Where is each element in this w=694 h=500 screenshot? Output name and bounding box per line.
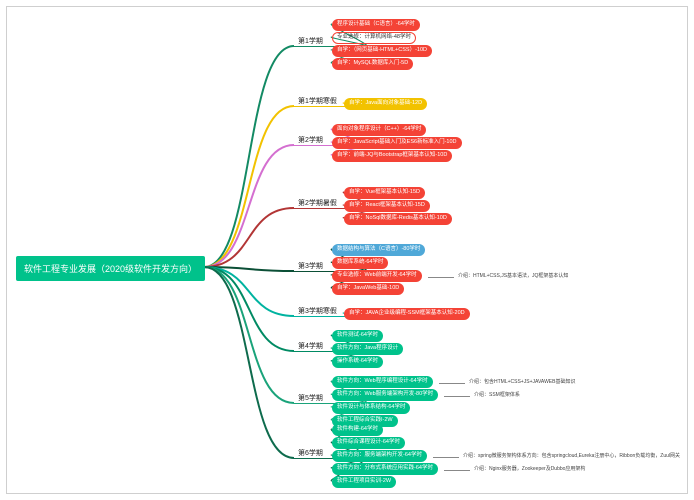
- leaf-node[interactable]: 软件方向：Web服务端架构开发-80学时: [332, 389, 438, 401]
- leaf-node[interactable]: 自学：JavaScript基础入门及ES6新标准入门-10D: [332, 137, 462, 149]
- semester-label[interactable]: 第1学期寒假: [298, 96, 337, 106]
- leaf-node[interactable]: 数据结构与算法（C语言）-80学时: [332, 244, 425, 256]
- annotation-rule: [444, 470, 470, 471]
- leaf-node[interactable]: 自学：NoSql数据库-Redis基本认知-10D: [344, 213, 452, 225]
- leaf-node[interactable]: 自学：Vue框架基本认知-15D: [344, 187, 425, 199]
- leaf-node[interactable]: 软件方向：分布式系统应用实践-64学时: [332, 463, 438, 475]
- leaf-node[interactable]: 软件方向：Java程序设计: [332, 343, 403, 355]
- leaf-node[interactable]: 操作系统-64学时: [332, 356, 383, 368]
- leaf-node[interactable]: 自学：React框架基本认知-15D: [344, 200, 430, 212]
- semester-label[interactable]: 第5学期: [298, 393, 323, 403]
- leaf-node[interactable]: 软件方向：Web程序编程设计-64学时: [332, 376, 433, 388]
- semester-label[interactable]: 第2学期: [298, 135, 323, 145]
- leaf-node[interactable]: 软件设计与体系结构-64学时: [332, 402, 410, 414]
- annotation-rule: [439, 383, 465, 384]
- semester-label[interactable]: 第3学期寒假: [298, 306, 337, 316]
- leaf-node[interactable]: 软件构建-64学时: [332, 424, 383, 436]
- leaf-node[interactable]: 自学：JAVA企业级编程-SSM框架基本认知-20D: [344, 308, 470, 320]
- leaf-node[interactable]: 自学：Java面向对象基础-12D: [344, 98, 427, 110]
- leaf-node[interactable]: 自学：MySQL数据库入门-5D: [332, 58, 413, 70]
- leaf-node[interactable]: 自学：（网页基础-HTML+CSS）-10D: [332, 45, 432, 57]
- leaf-node[interactable]: 数据库系统-64学时: [332, 257, 388, 269]
- leaf-node[interactable]: 软件测试-64学时: [332, 330, 383, 342]
- semester-label[interactable]: 第1学期: [298, 36, 323, 46]
- semester-label[interactable]: 第3学期: [298, 261, 323, 271]
- leaf-node[interactable]: 程序设计基础（C语言）-64学时: [332, 19, 420, 31]
- leaf-node[interactable]: 软件方向：服务端架构开发-64学时: [332, 450, 427, 462]
- leaf-annotation: 介绍：Nginx服务器，Zookeeper及Dubbo应用架构: [474, 465, 585, 472]
- leaf-annotation: 介绍：spring微服务架构体系方向：包含springcloud,Eureka注…: [463, 452, 680, 459]
- leaf-node[interactable]: 自学：JavaWeb基础-10D: [332, 283, 404, 295]
- annotation-rule: [433, 457, 459, 458]
- leaf-annotation: 介绍：SSM框架体系: [474, 391, 520, 398]
- semester-label[interactable]: 第6学期: [298, 448, 323, 458]
- leaf-annotation: 介绍：HTML+CSS,JS基本语法，JQ框架基本认知: [458, 272, 568, 279]
- semester-label[interactable]: 第4学期: [298, 341, 323, 351]
- leaf-node[interactable]: 软件综合课程设计-64学时: [332, 437, 405, 449]
- annotation-rule: [428, 277, 454, 278]
- leaf-node[interactable]: 专业选修：Web前端开发-64学时: [332, 270, 422, 282]
- leaf-node[interactable]: 面向对象程序设计（C++）-64学时: [332, 124, 426, 136]
- leaf-node[interactable]: 专业选修：计算机网络-48学时: [332, 32, 416, 44]
- annotation-rule: [444, 396, 470, 397]
- leaf-annotation: 介绍：包含HTML+CSS+JS+JAVAWEB基础知识: [469, 378, 575, 385]
- semester-label[interactable]: 第2学期暑假: [298, 198, 337, 208]
- root-node[interactable]: 软件工程专业发展（2020级软件开发方向）: [16, 256, 205, 281]
- leaf-node[interactable]: 软件工程项目实训-2W: [332, 476, 396, 488]
- leaf-node[interactable]: 自学：前端-JQ与Bootstrap框架基本认知-10D: [332, 150, 452, 162]
